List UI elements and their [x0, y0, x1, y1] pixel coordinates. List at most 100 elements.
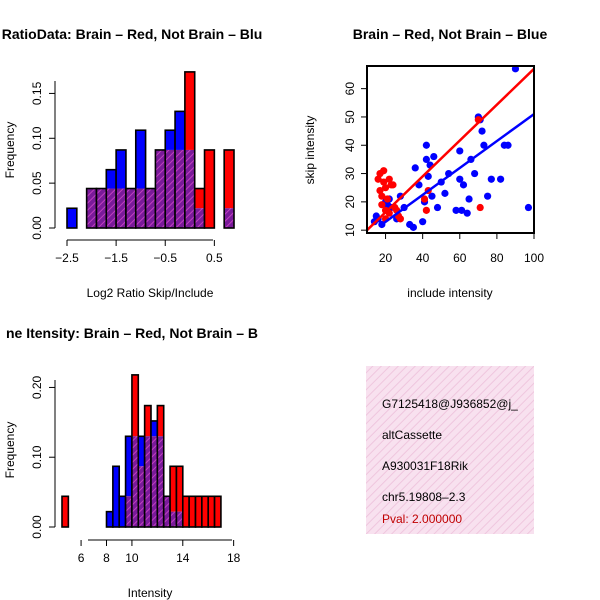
not-brain-point-13	[411, 164, 419, 172]
y-tick-label-2: 0.20	[30, 375, 44, 399]
overlap-bar-4	[106, 188, 117, 228]
overlap-bar-12	[138, 466, 145, 527]
not-brain-point-42	[497, 175, 505, 183]
info-box-background	[366, 366, 534, 534]
brain-bar-13	[194, 188, 205, 209]
bar-outline-16	[223, 149, 235, 229]
brain-point-20	[422, 206, 430, 214]
not-brain-bar-7	[135, 130, 146, 189]
not-brain-bar-11	[175, 111, 185, 150]
scatter-xlabel: include intensity	[407, 286, 492, 300]
not-brain-point-40	[484, 192, 492, 200]
overlap-bar-10	[125, 496, 132, 527]
bar-outline-15	[156, 404, 165, 528]
brain-point-2	[376, 186, 384, 195]
y-tick-label-2: 0.10	[30, 126, 44, 150]
not-brain-point-31	[459, 181, 468, 189]
brain-bar-24	[214, 496, 221, 527]
brain-bar-20	[189, 496, 196, 527]
bar-outline-24	[213, 495, 222, 528]
overlap-bar-16	[224, 208, 234, 228]
not-brain-bar-9	[119, 496, 126, 527]
intensity-histogram-x-ticks: 6 8 10 14 18	[78, 540, 241, 565]
not-brain-point-21	[428, 192, 436, 200]
not-brain-bar-0	[67, 208, 77, 228]
intensity-histogram-bars	[61, 374, 222, 528]
not-brain-point-38	[478, 127, 486, 135]
brain-point-11	[385, 175, 393, 183]
intensity-histogram-title: ne Itensity: Brain – Red, Not Brain – B	[6, 325, 258, 341]
x-tick-label-2: 10	[125, 551, 139, 565]
overlap-bar-5	[116, 188, 126, 228]
x-tick-label-0: 6	[78, 551, 85, 565]
not-brain-point-30	[458, 206, 466, 214]
not-brain-bar-5	[116, 149, 126, 189]
overlap-bar-12	[184, 149, 195, 228]
bar-outline-14	[203, 149, 216, 229]
intensity-histogram-ylabel: Frequency	[3, 422, 17, 479]
y-tick-label-3: 40	[343, 138, 357, 152]
not-brain-bar-7	[106, 511, 113, 527]
not-brain-point-28	[456, 147, 464, 155]
intensity-histogram-panel: ne Itensity: Brain – Red, Not Brain – B …	[3, 325, 258, 600]
y-tick-label-0: 0.00	[30, 216, 44, 240]
not-brain-point-17	[422, 155, 430, 164]
info-gene-id: G7125418@J936852@j_	[382, 397, 518, 411]
overlap-bar-15	[157, 436, 164, 527]
not-brain-point-22	[430, 152, 438, 161]
scatter-ylabel: skip intensity	[303, 116, 317, 185]
not-brain-point-29	[456, 175, 464, 183]
x-tick-label-1: 40	[416, 251, 430, 265]
overlap-bar-6	[125, 188, 136, 228]
brain-bar-0	[62, 496, 69, 527]
not-brain-point-33	[465, 195, 473, 203]
y-tick-label-3: 0.15	[30, 81, 44, 105]
brain-fit-line	[367, 67, 534, 232]
bar-outline-7	[134, 129, 147, 229]
not-brain-point-41	[487, 175, 495, 183]
overlap-bar-11	[175, 149, 185, 228]
not-brain-point-45	[511, 66, 520, 73]
brain-point-23	[476, 203, 484, 212]
x-tick-label-1: −1.5	[104, 251, 128, 265]
ratio-histogram-ylabel: Frequency	[3, 122, 17, 179]
scatter-title: Brain – Red, Not Brain – Blue	[353, 26, 548, 42]
y-tick-label-0: 0.00	[30, 515, 44, 539]
overlap-bar-13	[144, 436, 151, 527]
overlap-bar-2	[86, 188, 97, 228]
brain-bar-11	[131, 374, 139, 437]
info-event-type: altCassette	[382, 428, 442, 442]
not-brain-point-15	[419, 218, 427, 226]
y-tick-label-1: 0.10	[30, 445, 44, 469]
x-tick-label-3: 80	[490, 251, 504, 265]
brain-point-0	[374, 175, 382, 183]
x-tick-label-2: −0.5	[153, 251, 177, 265]
scatter-frame	[366, 65, 535, 234]
not-brain-point-39	[480, 141, 488, 149]
brain-bar-18	[176, 466, 183, 512]
info-gene-symbol: A930031F18Rik	[382, 459, 469, 473]
brain-point-7	[381, 184, 390, 192]
brain-bar-19	[182, 496, 190, 527]
overlap-bar-9	[155, 149, 166, 228]
y-tick-label-5: 60	[343, 82, 357, 96]
brain-bar-13	[144, 405, 151, 437]
brain-point-18	[396, 215, 404, 223]
not-brain-bar-10	[125, 436, 132, 497]
y-tick-label-4: 50	[343, 110, 357, 124]
brain-bar-17	[170, 466, 177, 512]
intensity-scatter-panel: Brain – Red, Not Brain – Blue skip inten…	[303, 26, 547, 300]
not-brain-fit-line	[381, 113, 534, 226]
intensity-histogram-xlabel: Intensity	[128, 586, 173, 600]
brain-bar-14	[204, 149, 215, 228]
not-brain-point-23	[433, 203, 442, 212]
y-tick-label-2: 30	[343, 167, 357, 181]
bar-outline-0	[61, 495, 70, 528]
overlap-bar-18	[176, 511, 183, 527]
intensity-histogram-y-ticks: 0.00 0.10 0.20	[30, 375, 55, 539]
brain-bar-12	[184, 71, 195, 150]
bar-outline-12	[184, 71, 196, 229]
info-location: chr5.19808–2.3	[382, 490, 466, 504]
bar-outline-0	[66, 207, 78, 229]
